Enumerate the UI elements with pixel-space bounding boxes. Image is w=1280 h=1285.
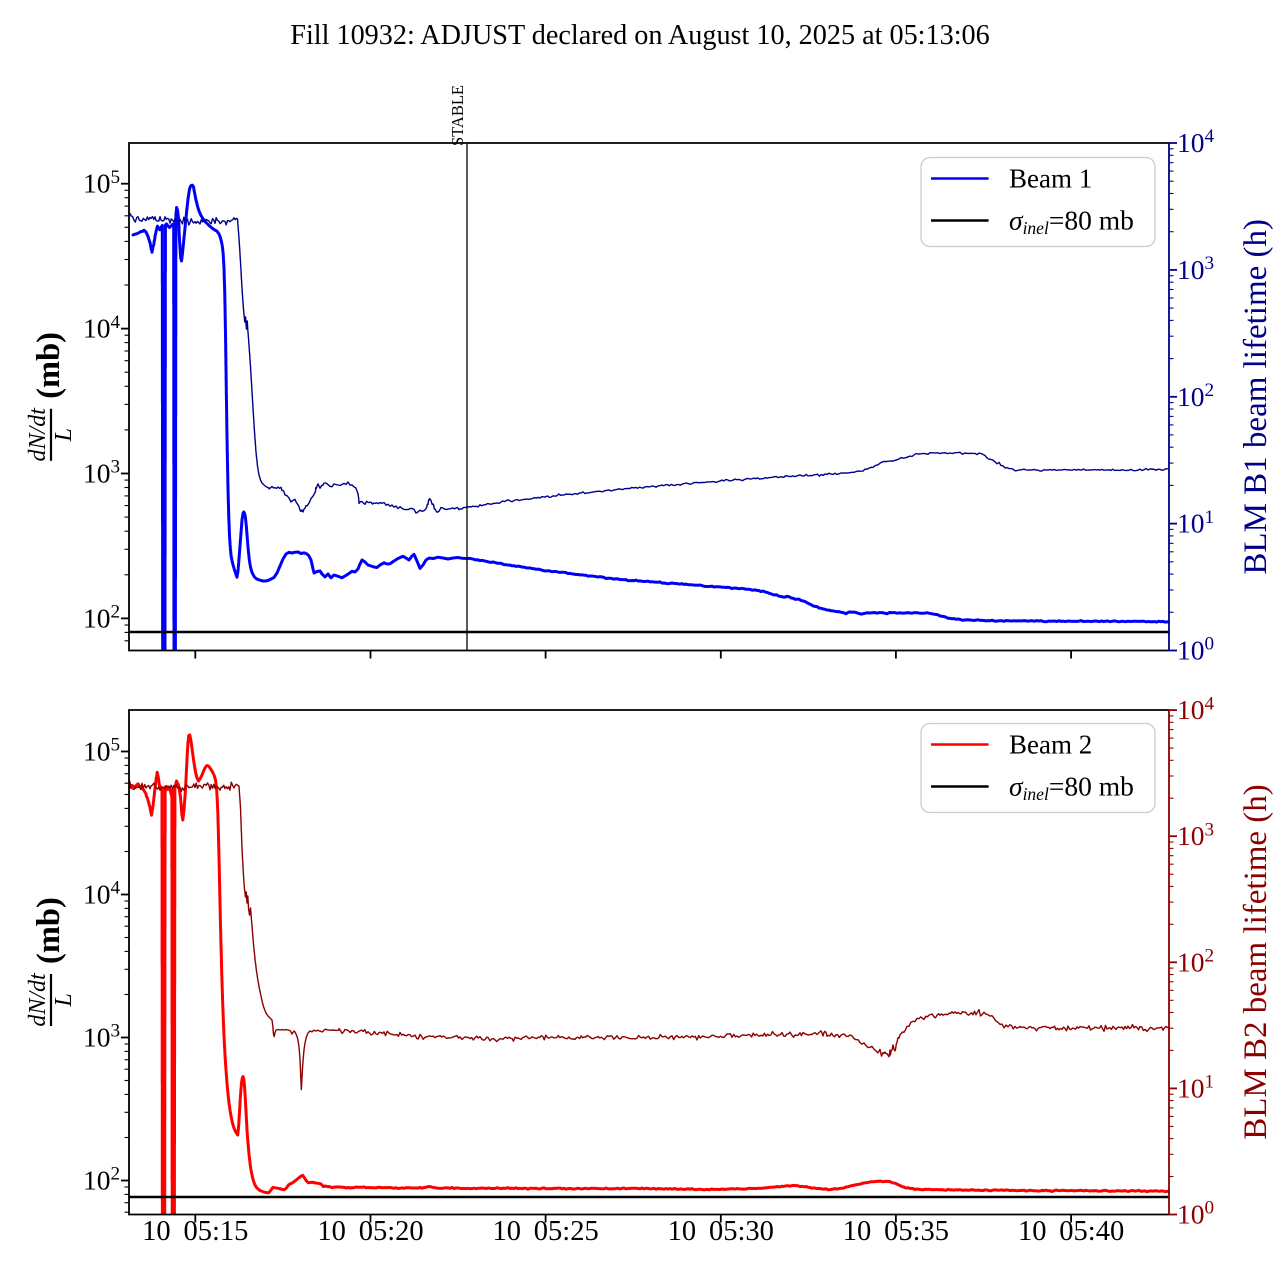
svg-text:BLM B2 beam lifetime (h): BLM B2 beam lifetime (h)	[1238, 784, 1274, 1140]
svg-text:L: L	[51, 428, 77, 442]
svg-text:Beam 2: Beam 2	[1009, 730, 1092, 760]
svg-text:L: L	[51, 993, 77, 1007]
svg-text:dN/dt: dN/dt	[25, 407, 51, 462]
svg-text:10 05:25: 10 05:25	[492, 1216, 598, 1247]
svg-text:10 05:35: 10 05:35	[843, 1216, 949, 1247]
svg-text:σinel=80 mb: σinel=80 mb	[1009, 205, 1134, 239]
svg-text:10 05:30: 10 05:30	[668, 1216, 774, 1247]
svg-text:(mb): (mb)	[31, 897, 67, 964]
svg-text:BLM B1 beam lifetime (h): BLM B1 beam lifetime (h)	[1238, 219, 1274, 575]
svg-text:10 05:40: 10 05:40	[1018, 1216, 1124, 1247]
svg-text:σinel=80 mb: σinel=80 mb	[1009, 771, 1134, 805]
svg-text:Beam 1: Beam 1	[1009, 164, 1092, 194]
svg-text:(mb): (mb)	[31, 332, 67, 399]
svg-text:Fill 10932: ADJUST declared on: Fill 10932: ADJUST declared on August 10…	[290, 20, 989, 51]
svg-text:10 05:15: 10 05:15	[142, 1216, 248, 1247]
svg-text:dN/dt: dN/dt	[25, 972, 51, 1027]
svg-text:10 05:20: 10 05:20	[317, 1216, 423, 1247]
svg-text:STABLE: STABLE	[448, 85, 467, 146]
